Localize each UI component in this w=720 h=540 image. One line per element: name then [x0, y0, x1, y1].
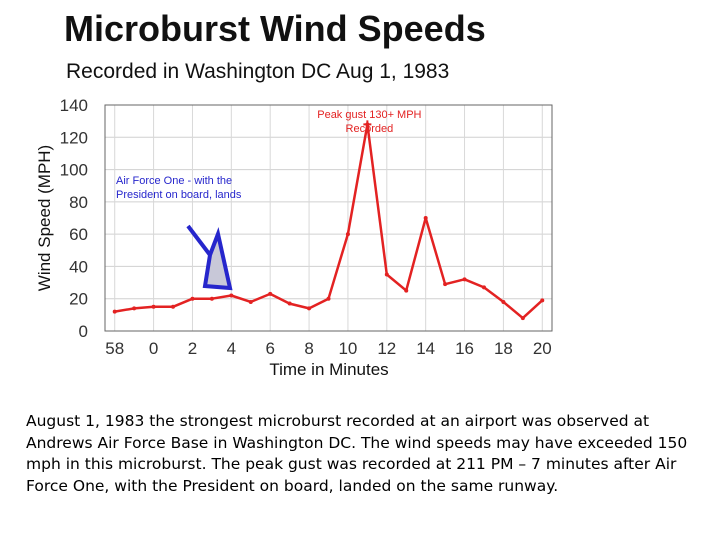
- x-tick-labels: 58 0 2 4 6 8 10 12 14 16 18 20: [105, 339, 551, 358]
- data-point: [501, 299, 506, 304]
- y-tick-label: 40: [69, 257, 88, 276]
- data-point: [384, 272, 389, 277]
- y-tick-label: 20: [69, 290, 88, 309]
- x-tick-label: 0: [149, 339, 158, 358]
- x-axis-label: Time in Minutes: [269, 360, 388, 379]
- y-tick-label: 80: [69, 193, 88, 212]
- data-point: [268, 291, 273, 296]
- data-point: [287, 301, 292, 306]
- data-point: [307, 306, 312, 311]
- y-tick-label: 140: [60, 96, 88, 115]
- data-point: [326, 296, 331, 301]
- annotation-text-line: Peak gust 130+ MPH: [317, 109, 421, 121]
- data-point: [209, 296, 214, 301]
- wind-speed-series: [112, 122, 545, 321]
- data-point: [132, 306, 137, 311]
- data-point: [520, 316, 525, 321]
- data-point: [229, 293, 234, 298]
- x-tick-label: 10: [338, 339, 357, 358]
- data-point: [248, 299, 253, 304]
- x-tick-label: 18: [494, 339, 513, 358]
- data-point: [171, 304, 176, 309]
- air-force-one-arrow: [186, 224, 233, 291]
- annotation-text-line: President on board, lands: [116, 189, 242, 201]
- data-point: [112, 309, 117, 314]
- annotation-text-line: Recorded: [346, 123, 394, 135]
- data-point: [540, 298, 545, 303]
- x-tick-label: 4: [227, 339, 236, 358]
- chart-annotations: Peak gust 130+ MPH Recorded Air Force One …: [116, 109, 422, 201]
- data-point: [481, 285, 486, 290]
- wind-speed-chart: 0 20 40 60 80 100 120 140 58 0 2 4 6 8 10 12 14 16 18 20 W…: [35, 96, 553, 379]
- y-tick-labels: 0 20 40 60 80 100 120 140: [60, 96, 88, 341]
- x-tick-label: 20: [533, 339, 552, 358]
- chart-subtitle: Recorded in Washington DC Aug 1, 1983: [66, 60, 450, 83]
- x-tick-label: 6: [265, 339, 274, 358]
- plot-area-border: [104, 104, 553, 332]
- peak-marker: [363, 120, 372, 129]
- data-point: [404, 288, 409, 293]
- y-tick-label: 60: [69, 225, 88, 244]
- data-point: [190, 296, 195, 301]
- data-point: [345, 232, 350, 237]
- wind-speed-line: [114, 123, 544, 320]
- caption-text: August 1, 1983 the strongest microburst …: [26, 412, 688, 495]
- data-point: [423, 216, 428, 220]
- annotation-af1: Air Force One - with the President on boa…: [116, 175, 242, 201]
- data-point: [443, 282, 448, 287]
- annotation-text-line: Air Force One - with the: [116, 175, 232, 187]
- y-tick-label: 120: [60, 128, 88, 147]
- x-tick-label: 58: [105, 339, 124, 358]
- annotation-peak: Peak gust 130+ MPH Recorded: [317, 109, 421, 135]
- data-point: [462, 277, 467, 282]
- x-tick-label: 14: [416, 339, 435, 358]
- y-axis-label: Wind Speed (MPH): [35, 145, 54, 291]
- y-tick-label: 0: [79, 322, 88, 341]
- x-tick-label: 8: [304, 339, 313, 358]
- chart-title: Microburst Wind Speeds: [64, 8, 486, 49]
- x-tick-label: 12: [377, 339, 396, 358]
- data-point: [151, 304, 156, 309]
- y-tick-label: 100: [60, 161, 88, 180]
- x-tick-label: 2: [188, 339, 197, 358]
- x-tick-label: 16: [455, 339, 474, 358]
